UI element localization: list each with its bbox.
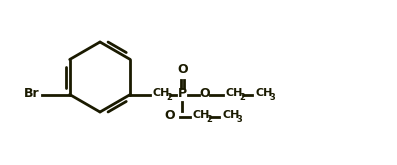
Text: CH: CH — [152, 88, 170, 99]
Text: CH: CH — [222, 111, 240, 120]
Text: CH: CH — [192, 111, 210, 120]
Text: 3: 3 — [236, 115, 242, 125]
Text: CH: CH — [225, 88, 243, 99]
Text: P: P — [178, 87, 187, 100]
Text: O: O — [177, 63, 188, 76]
Text: Br: Br — [24, 87, 40, 100]
Text: CH: CH — [255, 88, 273, 99]
Text: 2: 2 — [206, 115, 212, 125]
Text: O: O — [199, 87, 210, 100]
Text: 2: 2 — [166, 94, 172, 102]
Text: 2: 2 — [239, 94, 245, 102]
Text: 3: 3 — [269, 94, 275, 102]
Text: O: O — [165, 109, 175, 122]
